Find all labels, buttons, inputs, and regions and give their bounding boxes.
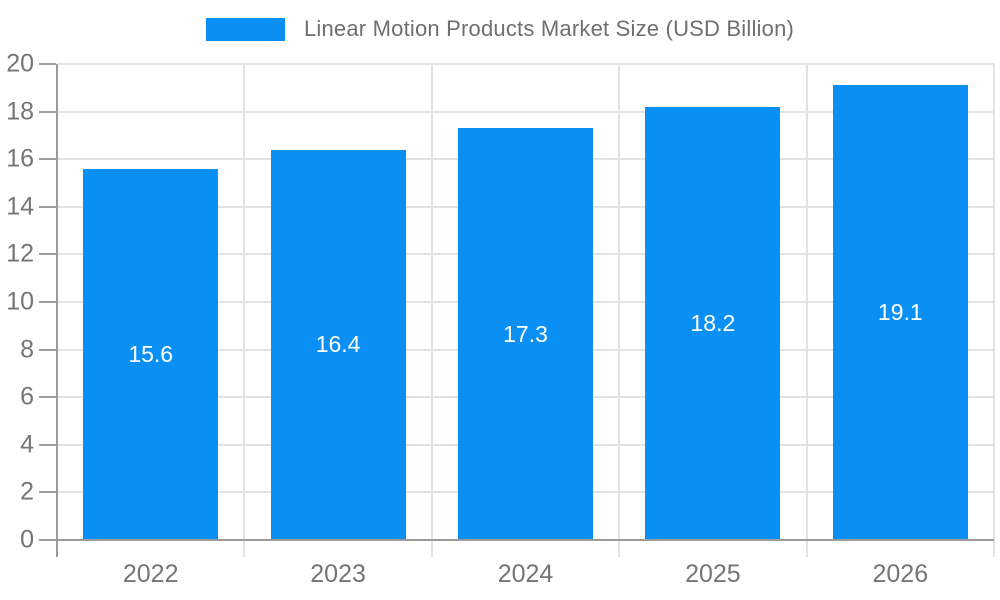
y-axis-tick <box>39 110 56 113</box>
gridline-vertical <box>805 64 808 557</box>
bar-value-label: 18.2 <box>690 309 736 336</box>
y-axis-tick-label: 0 <box>20 525 34 554</box>
bar[interactable]: 17.3 <box>458 128 593 540</box>
legend-label: Linear Motion Products Market Size (USD … <box>303 16 795 41</box>
x-axis-tick-label: 2024 <box>497 560 554 588</box>
y-axis-line <box>56 64 58 557</box>
y-axis-tick-label: 18 <box>6 97 34 126</box>
x-axis-tick-label: 2026 <box>872 560 929 588</box>
bar[interactable]: 18.2 <box>645 106 781 540</box>
y-axis-tick-label: 16 <box>6 144 34 173</box>
y-axis-tick-label: 14 <box>6 192 34 221</box>
x-axis-tick-label: 2025 <box>685 560 741 588</box>
gridline-vertical <box>993 64 995 557</box>
bar-value-label: 17.3 <box>503 320 548 347</box>
y-axis-tick <box>39 158 56 161</box>
y-axis-tick-label: 4 <box>20 430 34 459</box>
bar[interactable]: 15.6 <box>83 168 219 540</box>
y-axis-tick <box>39 205 56 208</box>
gridline-vertical <box>243 64 246 557</box>
y-axis-tick-label: 2 <box>20 477 34 506</box>
y-axis-tick-label: 12 <box>6 239 34 268</box>
y-axis-tick-label: 10 <box>6 287 34 316</box>
x-axis-tick-label: 2022 <box>122 560 179 588</box>
y-axis-tick <box>39 491 56 494</box>
y-axis-tick-label: 20 <box>6 49 34 78</box>
y-axis-tick-label: 6 <box>20 382 34 411</box>
x-axis-tick-label: 2023 <box>310 560 366 588</box>
y-axis-tick <box>39 63 56 65</box>
gridline-horizontal <box>57 110 994 113</box>
bar-value-label: 19.1 <box>877 299 923 326</box>
y-axis-tick <box>39 539 56 541</box>
y-axis-tick-label: 8 <box>20 335 34 364</box>
bar[interactable]: 16.4 <box>270 149 406 540</box>
bar[interactable]: 19.1 <box>832 85 968 540</box>
y-axis-tick <box>39 443 56 446</box>
bar-value-label: 15.6 <box>128 340 174 367</box>
y-axis-tick <box>39 396 56 399</box>
y-axis-tick <box>39 253 56 256</box>
bar-value-label: 16.4 <box>315 331 361 358</box>
gridline-vertical <box>430 64 433 557</box>
gridline-horizontal <box>57 63 994 65</box>
y-axis-tick <box>39 348 56 351</box>
chart-legend[interactable]: Linear Motion Products Market Size (USD … <box>0 16 1000 42</box>
gridline-vertical <box>618 64 621 557</box>
y-axis-tick <box>39 301 56 303</box>
legend-swatch <box>205 17 285 41</box>
x-axis-line <box>57 539 994 541</box>
plot-area: 0 2 4 6 8 10 12 14 16 18 20 15.6 2022 16.4 2023 17.3 202… <box>6 51 995 588</box>
